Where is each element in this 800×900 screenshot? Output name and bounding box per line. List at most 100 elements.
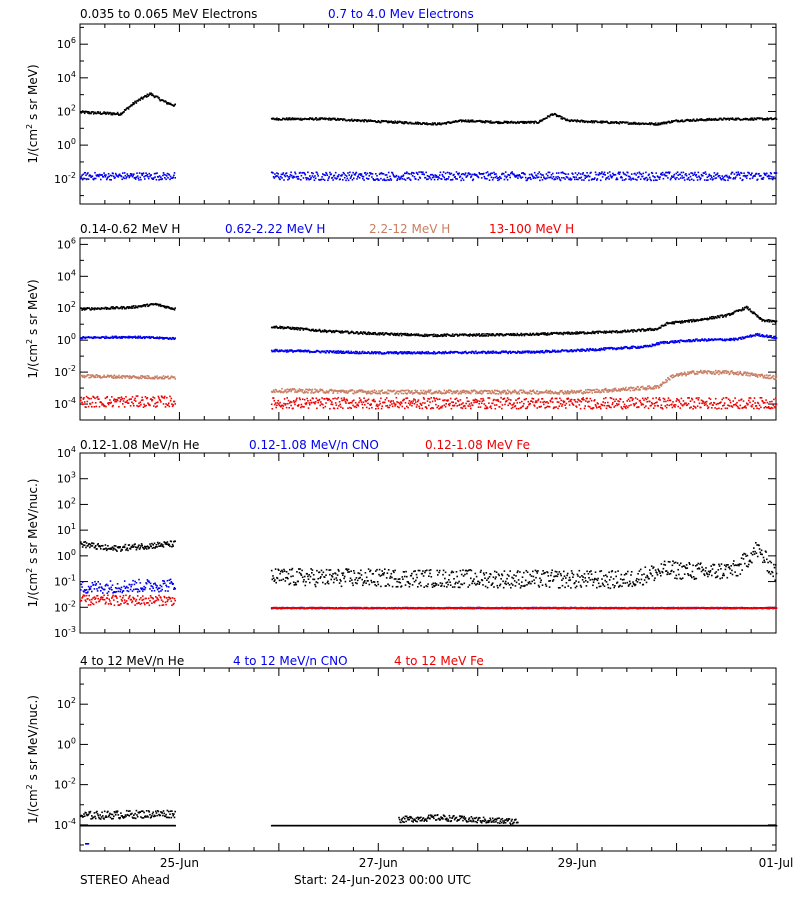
data-point [575,349,578,352]
data-point [417,173,419,176]
data-point [619,347,622,350]
data-point [88,397,90,400]
data-point [417,333,420,335]
plot-frame [79,237,777,421]
data-point [403,352,405,354]
data-point [340,391,342,393]
data-point [734,117,737,120]
data-point [153,172,156,175]
data-point [628,178,630,181]
data-point [575,178,578,181]
data-point [559,351,562,353]
data-point [396,178,399,180]
data-point [103,404,106,407]
data-point [694,319,696,321]
data-point [526,393,529,395]
data-point [548,333,551,336]
data-point [499,391,502,393]
data-point [739,177,742,179]
data-point [535,392,537,395]
data-point [417,121,419,124]
data-point [617,172,619,175]
data-point [172,176,174,178]
data-point [535,350,538,353]
data-point [460,119,462,121]
data-point [147,375,150,377]
data-point [118,374,120,377]
data-point [375,352,378,354]
data-point [450,390,453,392]
data-point [369,172,371,174]
data-point [115,400,118,403]
data-point [689,371,692,373]
data-point [703,179,706,181]
data-point [766,172,768,175]
data-point [632,178,635,180]
data-point [386,120,389,123]
data-point [562,392,564,394]
data-point [473,333,476,336]
data-point [307,349,310,352]
data-point [602,348,604,351]
data-point [557,391,560,394]
data-point [375,178,378,180]
data-point [532,332,535,335]
data-point [497,333,500,336]
data-point [433,176,435,178]
data-point [127,335,130,338]
data-point [133,173,135,175]
data-point [498,390,500,393]
data-point [481,335,484,337]
data-point [610,175,612,178]
data-point [393,122,396,124]
data-point [559,178,561,181]
data-point [530,173,533,175]
data-point [489,122,491,124]
data-point [283,390,286,393]
data-point [654,344,656,347]
data-point [650,345,653,348]
data-point [120,306,122,309]
data-point [158,397,160,399]
data-point [391,352,393,355]
data-point [161,376,163,379]
data-point [387,121,389,124]
data-point [127,337,129,339]
data-point [541,350,544,352]
data-point [621,176,623,179]
data-point [707,179,709,181]
data-point [347,330,349,333]
data-point [544,390,547,393]
data-point [143,175,145,178]
data-point [389,178,392,180]
data-point [475,174,478,176]
data-point [566,176,569,179]
data-point [720,371,722,374]
data-point [323,350,326,353]
y-tick-label: 102 [57,103,76,118]
data-point [136,337,139,339]
data-point [708,117,710,120]
data-point [80,307,83,310]
data-point [451,392,454,395]
data-point [388,179,391,181]
data-point [147,377,149,380]
data-point [566,391,568,394]
data-point [376,121,379,123]
data-point [702,174,704,177]
data-point [614,331,617,334]
data-point [771,320,773,323]
data-point [482,333,484,335]
data-point [293,118,296,121]
data-point [411,171,413,174]
data-point [350,176,352,178]
data-point [144,396,147,398]
data-point [360,352,363,355]
data-point [638,171,641,174]
data-point [407,177,410,179]
data-point [723,339,725,342]
data-point [131,305,133,308]
data-point [279,178,281,181]
data-point [732,371,734,374]
data-point [407,351,409,353]
